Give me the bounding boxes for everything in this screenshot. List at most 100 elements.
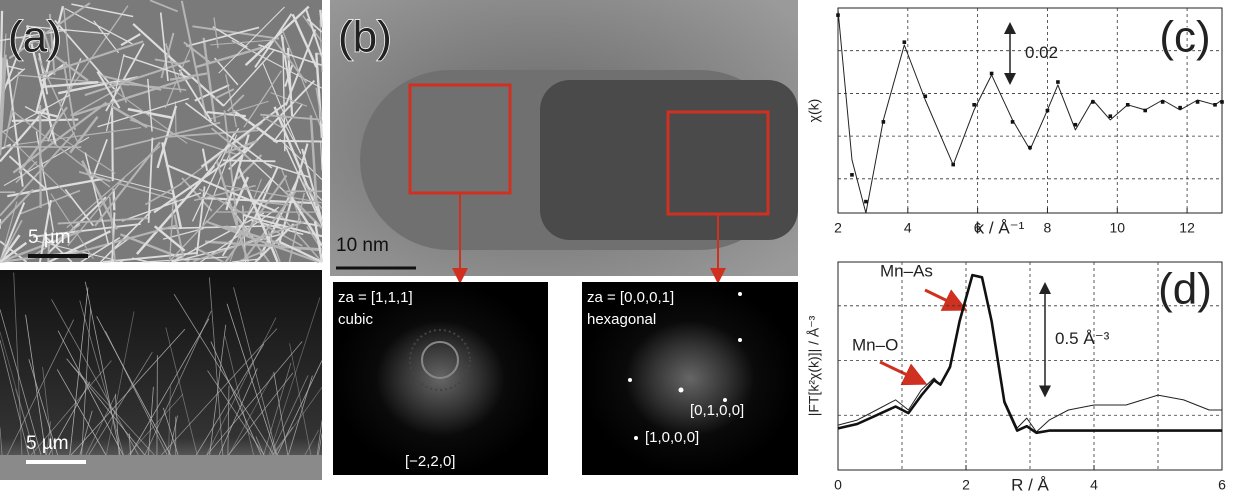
wire [0, 10, 4, 116]
wire [70, 87, 121, 117]
data-point [1108, 114, 1113, 118]
wire [96, 316, 171, 456]
wire [161, 328, 278, 456]
wire [0, 241, 28, 263]
fft-spots [628, 292, 742, 440]
wire [209, 100, 269, 120]
wire [316, 420, 323, 456]
wire [201, 148, 209, 171]
data-point [1160, 100, 1165, 104]
wire [128, 433, 131, 456]
wire [319, 19, 323, 73]
wire [0, 33, 7, 118]
substrate [0, 455, 322, 480]
fft-phase: cubic [338, 311, 374, 328]
wire [272, 103, 304, 143]
wire [0, 339, 30, 456]
data-point [923, 94, 928, 99]
wire [25, 314, 47, 456]
wire [97, 97, 190, 128]
wire [94, 141, 161, 227]
wire [226, 94, 245, 112]
wire [33, 223, 141, 238]
wire [15, 388, 36, 456]
panel-label: (c) [1159, 13, 1210, 62]
wire [149, 0, 178, 13]
data-point [1213, 103, 1217, 107]
wire [173, 294, 275, 456]
wire [231, 40, 323, 89]
data-point [951, 162, 955, 167]
wire [57, 330, 124, 456]
x-axis-label: k / Å⁻¹ [976, 218, 1025, 237]
panel-label: (a) [8, 13, 62, 62]
wire [70, 328, 186, 456]
data-point [1073, 122, 1078, 127]
wire [279, 241, 323, 264]
wire [0, 188, 34, 226]
wire [255, 436, 265, 456]
wire [119, 233, 190, 263]
wire [304, 429, 320, 456]
wire [102, 251, 198, 263]
wire [0, 29, 66, 42]
wire [223, 110, 240, 238]
wire [100, 211, 152, 263]
scale-label: 0.02 [1025, 43, 1058, 62]
x-tick-label: 4 [1090, 477, 1098, 493]
wire [123, 54, 188, 78]
wire [14, 127, 142, 146]
peak-label: Mn–As [880, 261, 933, 280]
wire [206, 317, 277, 456]
data-point [989, 71, 994, 76]
wire [320, 141, 323, 171]
wire [208, 277, 224, 456]
wire [315, 87, 323, 124]
wire [111, 106, 114, 182]
data-point [972, 103, 976, 107]
data-point [1143, 108, 1147, 113]
spot [738, 338, 742, 342]
peak-label: Mn–O [852, 335, 898, 354]
wire [194, 46, 263, 69]
wire [0, 427, 3, 456]
wire [168, 415, 178, 456]
arrow [879, 360, 928, 386]
wire [221, 178, 272, 257]
wire [81, 307, 92, 456]
x-tick-label: 12 [1179, 220, 1195, 236]
wire [116, 182, 180, 202]
wire [168, 196, 232, 263]
scale-text: 5 µm [28, 227, 71, 248]
wire [243, 70, 282, 128]
wire [37, 110, 58, 118]
wire [164, 46, 192, 109]
wire [0, 229, 82, 264]
wire [114, 393, 120, 456]
wire [212, 26, 248, 49]
wire [53, 54, 89, 82]
wire [66, 358, 146, 456]
wire [56, 369, 107, 456]
wire [224, 336, 255, 456]
wire [93, 172, 174, 195]
wire [38, 104, 42, 208]
wire [228, 373, 274, 456]
fft-phase: hexagonal [587, 311, 656, 328]
wire [169, 72, 208, 81]
wire [282, 36, 286, 152]
wire [185, 102, 273, 169]
wire [0, 309, 42, 456]
scale-label: 0.5 Å⁻³ [1055, 329, 1110, 348]
y-axis-label: |FT[k²χ(k)]| / Å⁻³ [806, 315, 822, 416]
wire [71, 3, 134, 18]
wire [288, 192, 306, 263]
wire [84, 59, 190, 97]
wire [48, 13, 56, 76]
wire [168, 386, 171, 456]
wire [317, 433, 323, 456]
wire [8, 155, 46, 190]
wire [112, 188, 116, 211]
wire [84, 152, 110, 245]
